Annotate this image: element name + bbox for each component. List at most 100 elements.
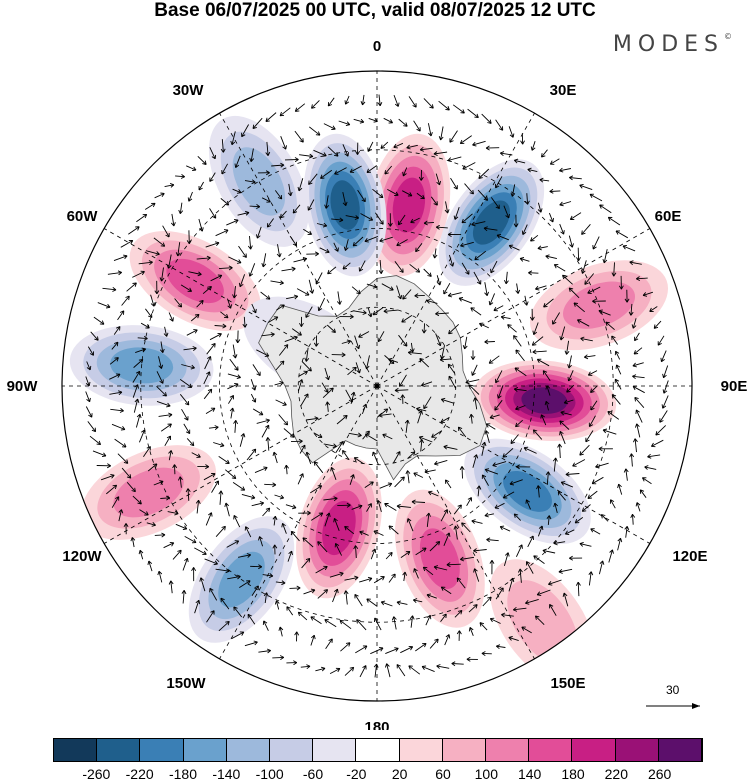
wind-reference-arrow	[646, 703, 700, 709]
wind-arrow	[453, 525, 459, 540]
wind-arrow	[587, 370, 598, 376]
wind-arrow	[263, 592, 269, 604]
wind-arrow	[342, 144, 349, 157]
wind-arrow	[632, 362, 644, 368]
wind-arrow	[297, 611, 308, 621]
wind-arrow	[388, 525, 399, 535]
wind-arrow	[567, 355, 572, 369]
wind-arrow	[628, 303, 634, 316]
wind-arrow	[327, 266, 337, 275]
wind-arrow	[448, 323, 460, 335]
wind-arrow	[113, 326, 121, 335]
wind-arrow	[335, 440, 344, 454]
wind-arrow	[160, 423, 172, 432]
wind-arrow	[565, 471, 580, 477]
wind-arrow	[226, 219, 239, 226]
wind-arrow	[398, 334, 408, 347]
wind-arrow	[194, 599, 201, 614]
wind-arrow	[515, 349, 525, 362]
wind-arrow	[317, 589, 329, 599]
wind-arrow	[266, 218, 274, 228]
meridian-label: 90W	[7, 378, 39, 395]
pole-marker	[374, 383, 380, 389]
wind-arrow	[378, 259, 384, 274]
wind-arrow	[121, 467, 132, 479]
wind-arrow	[299, 444, 306, 454]
wind-arrow	[300, 664, 311, 670]
wind-arrow	[361, 403, 368, 415]
wind-arrow	[559, 430, 566, 445]
wind-arrow	[494, 399, 503, 411]
wind-arrow	[275, 399, 287, 406]
wind-arrow	[425, 614, 432, 626]
wind-arrow	[496, 234, 509, 241]
wind-arrow	[258, 536, 264, 547]
wind-arrow	[166, 254, 172, 269]
wind-arrow	[297, 473, 304, 485]
wind-arrow	[572, 459, 586, 467]
anomaly-contour	[232, 147, 286, 216]
wind-arrow	[324, 367, 331, 381]
wind-arrow	[408, 96, 417, 108]
wind-arrow	[232, 344, 238, 359]
wind-arrow	[315, 272, 323, 285]
wind-arrow	[589, 193, 603, 202]
colorbar-tick-label: -140	[212, 766, 241, 782]
wind-arrow	[162, 225, 170, 238]
wind-arrow	[126, 282, 137, 292]
meridian-label: 30W	[173, 82, 205, 99]
wind-arrow	[527, 167, 538, 173]
wind-arrow	[153, 480, 164, 486]
wind-arrow	[454, 609, 463, 618]
wind-arrow	[428, 490, 439, 497]
wind-arrow	[460, 556, 475, 562]
wind-arrow	[431, 430, 443, 438]
wind-arrow	[313, 149, 327, 157]
wind-arrow	[286, 606, 294, 616]
wind-arrow	[250, 379, 257, 391]
wind-arrow	[130, 537, 136, 548]
wind-arrow	[552, 457, 558, 472]
wind-arrow	[581, 504, 591, 512]
wind-arrow	[419, 439, 425, 452]
wind-arrow	[339, 619, 352, 630]
wind-arrow	[385, 647, 399, 655]
wind-arrow	[235, 330, 241, 344]
wind-arrow	[501, 612, 514, 618]
wind-arrow	[111, 341, 119, 350]
wind-arrow	[659, 410, 668, 423]
wind-arrow	[490, 260, 498, 274]
wind-arrow	[272, 451, 278, 464]
wind-arrow	[410, 217, 420, 224]
wind-arrow	[523, 446, 537, 454]
wind-arrow	[568, 287, 580, 299]
wind-arrow	[226, 298, 233, 309]
wind-arrow	[439, 357, 452, 363]
wind-arrow	[135, 413, 142, 428]
wind-arrow	[239, 580, 251, 588]
wind-arrow	[100, 473, 115, 481]
wind-arrow	[481, 651, 492, 656]
wind-arrow	[286, 660, 298, 666]
wind-arrow	[324, 619, 337, 628]
wind-arrow	[284, 464, 289, 475]
wind-arrow	[427, 123, 433, 137]
wind-arrow	[563, 399, 574, 405]
wind-arrow	[435, 173, 442, 186]
wind-arrow	[564, 529, 575, 535]
wind-arrow	[251, 501, 265, 507]
wind-arrow	[305, 416, 319, 422]
wind-arrow	[419, 146, 433, 152]
wind-arrow	[398, 118, 408, 127]
wind-arrow	[413, 472, 424, 478]
wind-arrow	[602, 249, 608, 264]
wind-arrow	[226, 540, 240, 548]
wind-arrow	[349, 474, 355, 485]
wind-arrow	[278, 626, 284, 637]
wind-arrow	[503, 552, 510, 567]
wind-arrow	[373, 576, 385, 584]
wind-arrow	[542, 370, 551, 381]
wind-arrow	[530, 141, 536, 151]
wind-arrow	[323, 496, 338, 502]
wind-arrow	[215, 568, 230, 574]
